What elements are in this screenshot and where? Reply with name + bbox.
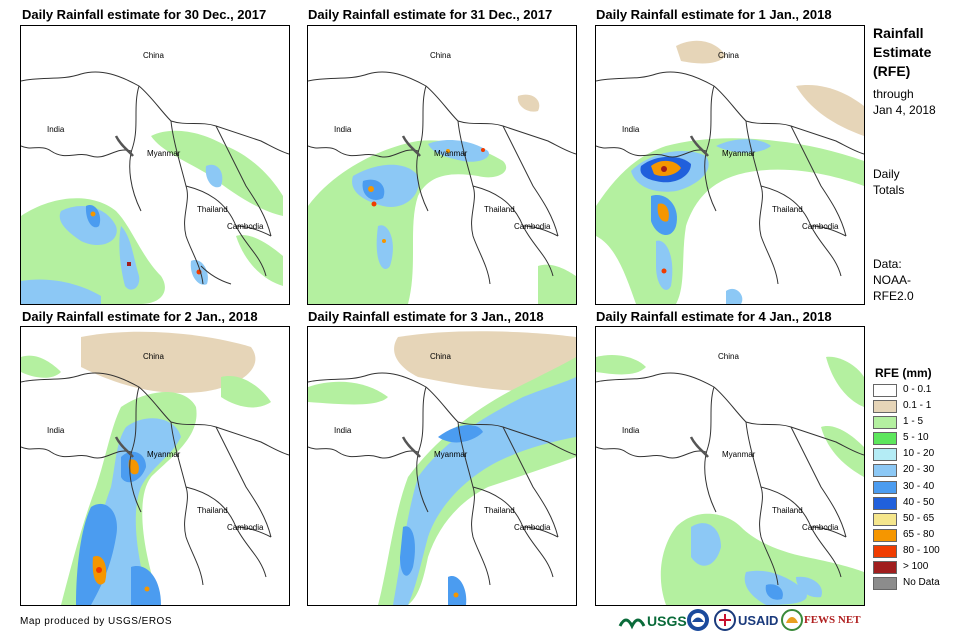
legend-swatch [873,480,897,494]
usgs-wordmark: USGS [647,613,687,629]
label-india: India [622,426,640,435]
legend-label: 40 - 50 [903,496,935,508]
legend-label: 5 - 10 [903,432,929,444]
panel-title-5: Daily Rainfall estimate for 3 Jan., 2018 [308,309,544,324]
legend-swatch [873,464,897,478]
label-myanmar: Myanmar [434,149,468,158]
legend-swatch [873,448,897,462]
legend-label: 65 - 80 [903,528,935,540]
label-myanmar: Myanmar [434,450,468,459]
legend-label: 50 - 65 [903,512,935,524]
legend-label: 20 - 30 [903,464,935,476]
legend-label: 30 - 40 [903,480,935,492]
label-china: China [430,352,451,361]
fewsnet-wordmark: FEWS NET [804,614,861,626]
label-cambodia: Cambodia [802,222,839,231]
data-label: Data: [873,257,902,271]
label-india: India [47,426,65,435]
fewsnet-logo: FEWS NET [781,609,861,631]
legend-swatch [873,561,897,575]
legend-swatch [873,432,897,446]
label-myanmar: Myanmar [722,149,756,158]
sidebar-through: through Jan 4, 2018 [873,86,936,118]
sidebar-data-source: Data: NOAA- RFE2.0 [873,256,914,304]
label-india: India [334,426,352,435]
usgs-logo: USGS [618,613,687,630]
sidebar-daily: Daily Totals [873,166,904,198]
legend-swatch [873,400,897,414]
label-thailand: Thailand [772,506,803,515]
map-credit: Map produced by USGS/EROS [20,616,173,627]
label-myanmar: Myanmar [722,450,756,459]
legend-label: 10 - 20 [903,448,935,460]
label-thailand: Thailand [197,205,228,214]
sidebar-title-line-1: Rainfall [873,25,924,41]
label-myanmar: Myanmar [147,450,181,459]
sidebar-title-line-3: (RFE) [873,63,911,79]
panel-title-2: Daily Rainfall estimate for 31 Dec., 201… [308,7,553,22]
sidebar-title-line-2: Estimate [873,44,932,60]
label-india: India [622,125,640,134]
legend-swatch [873,416,897,430]
label-cambodia: Cambodia [514,222,551,231]
rainfall-map-2: China India Myanmar Thailand Cambodia [307,25,577,305]
legend-swatch [873,512,897,526]
panel-title-4: Daily Rainfall estimate for 2 Jan., 2018 [22,309,258,324]
panel-title-1: Daily Rainfall estimate for 30 Dec., 201… [22,7,267,22]
through-label: through [873,87,914,101]
rainfall-map-1: China India Myanmar Thailand Cambodia [20,25,290,305]
rainfall-map-5: China India Myanmar Thailand Cambodia [307,326,577,606]
label-thailand: Thailand [197,506,228,515]
label-myanmar: Myanmar [147,149,181,158]
legend-swatch [873,384,897,397]
label-india: India [47,125,65,134]
label-china: China [718,51,739,60]
label-cambodia: Cambodia [227,523,264,532]
daily-label: Daily [873,167,900,181]
legend-swatch [873,544,897,558]
label-thailand: Thailand [772,205,803,214]
label-china: China [143,51,164,60]
label-china: China [430,51,451,60]
sidebar-title: Rainfall Estimate (RFE) [873,24,931,81]
legend-label: 0.1 - 1 [903,400,932,412]
label-india: India [334,125,352,134]
legend-label: 80 - 100 [903,544,940,556]
label-china: China [143,352,164,361]
label-cambodia: Cambodia [227,222,264,231]
legend-title: RFE (mm) [875,366,932,380]
legend-label: No Data [903,577,940,589]
totals-label: Totals [873,183,905,197]
panel-title-3: Daily Rainfall estimate for 1 Jan., 2018 [596,7,832,22]
rainfall-map-6: China India Myanmar Thailand Cambodia [595,326,865,606]
usaid-logo: USAID [714,609,778,631]
data-source-2: RFE2.0 [873,289,914,303]
legend-label: 1 - 5 [903,416,924,428]
noaa-logo [687,609,709,631]
usaid-wordmark: USAID [738,613,778,628]
legend-swatch [873,496,897,510]
rainfall-map-4: China India Myanmar Thailand Cambodia [20,326,290,606]
label-thailand: Thailand [484,506,515,515]
through-date: Jan 4, 2018 [873,103,936,117]
legend-swatch [873,528,897,542]
label-cambodia: Cambodia [802,523,839,532]
legend-label: 0 - 0.1 [903,384,932,395]
label-china: China [718,352,739,361]
rainfall-map-3: China India Myanmar Thailand Cambodia [595,25,865,305]
legend-swatch [873,577,897,591]
data-source-1: NOAA- [873,273,912,287]
label-cambodia: Cambodia [514,523,551,532]
label-thailand: Thailand [484,205,515,214]
panel-title-6: Daily Rainfall estimate for 4 Jan., 2018 [596,309,832,324]
legend-label: > 100 [903,561,929,573]
agency-logos: USGS USAID FEWS NET [618,606,863,634]
